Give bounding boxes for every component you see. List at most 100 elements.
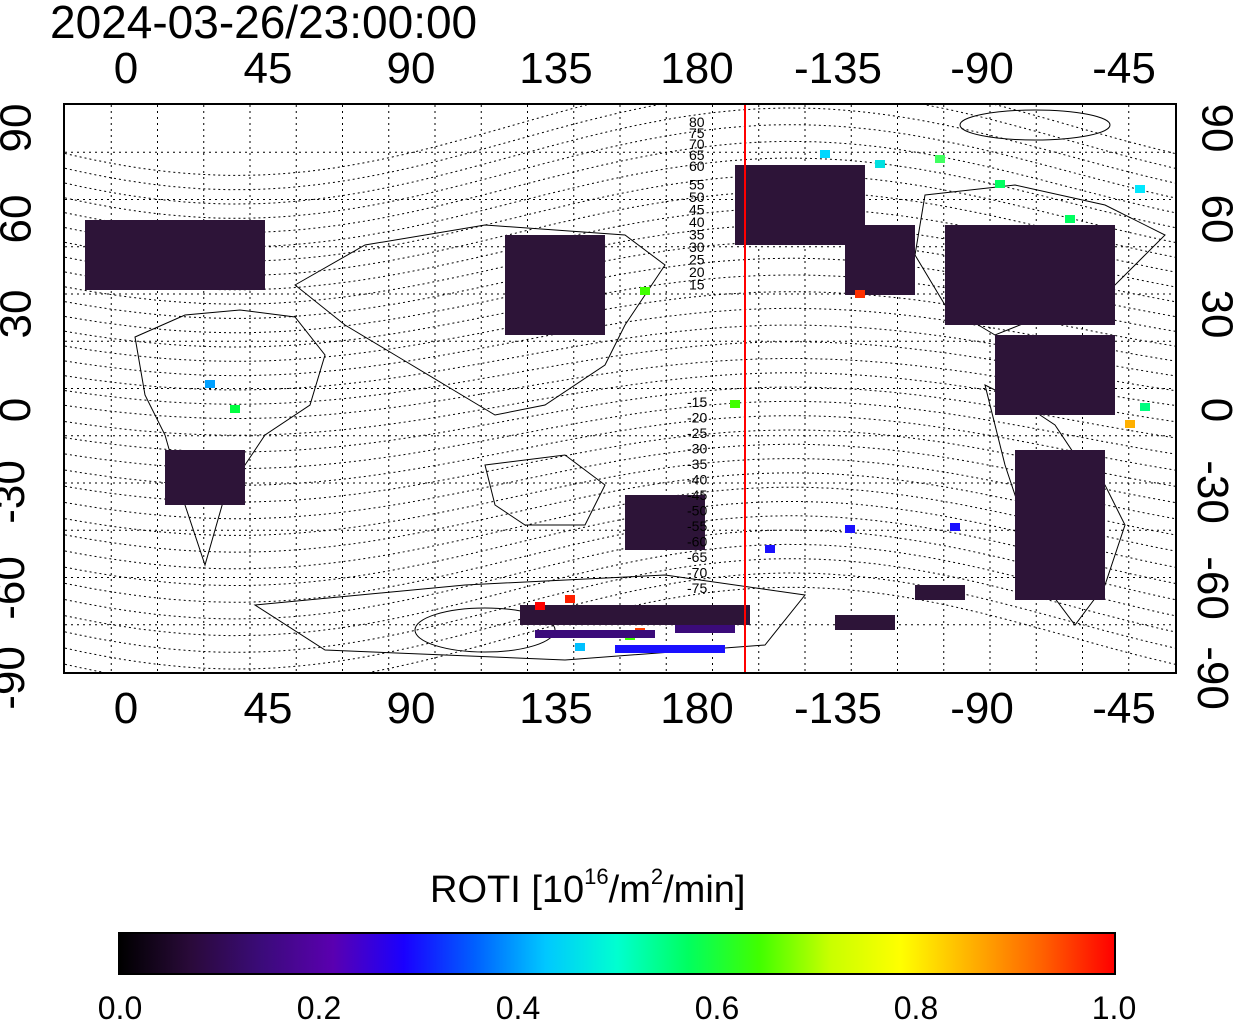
- top-x-tick: 135: [519, 44, 593, 93]
- colorbar-tick: 0.0: [97, 990, 143, 1026]
- contour-line: [65, 105, 1175, 176]
- right-y-tick: -30: [1187, 460, 1237, 524]
- contour-label: -35: [687, 456, 707, 472]
- roti-region: [625, 495, 705, 550]
- top-x-tick: 90: [386, 44, 436, 93]
- roti-spot: [565, 595, 575, 603]
- contour-label: 25: [689, 252, 705, 268]
- bottom-x-tick: 180: [660, 684, 734, 733]
- roti-spot: [1135, 185, 1145, 193]
- left-y-tick: -90: [0, 646, 34, 710]
- roti-region: [915, 585, 965, 600]
- colorbar-tick: 0.8: [893, 990, 939, 1026]
- right-y-tick: 60: [1192, 194, 1240, 244]
- colorbar-title-exp2: 2: [650, 864, 664, 889]
- roti-spot: [205, 380, 215, 388]
- colorbar: [118, 932, 1116, 975]
- contour-label: -25: [687, 425, 707, 441]
- contour-label: -60: [687, 534, 707, 550]
- roti-spot: [935, 155, 945, 163]
- roti-spot: [1065, 215, 1075, 223]
- roti-region: [85, 220, 265, 290]
- contour-label: -50: [687, 503, 707, 519]
- left-y-tick: -60: [0, 556, 34, 620]
- contour-label: 75: [689, 125, 705, 141]
- contour-line: [65, 274, 1175, 348]
- contour-label: 80: [689, 114, 705, 130]
- roti-spot: [950, 523, 960, 531]
- bottom-x-tick: 45: [243, 684, 293, 733]
- contour-label: -65: [687, 549, 707, 565]
- contour-line: [65, 458, 1175, 536]
- contour-label: -40: [687, 472, 707, 488]
- contour-line: [65, 324, 1175, 391]
- contour-line: [65, 291, 1175, 362]
- right-y-tick: -60: [1187, 556, 1237, 620]
- contour-line: [65, 529, 1175, 620]
- contour-line: [65, 515, 1175, 603]
- contour-label: -20: [687, 410, 707, 426]
- contour-line: [65, 307, 1175, 377]
- right-y-tick: -90: [1187, 646, 1237, 710]
- contour-label: 40: [689, 214, 705, 230]
- top-x-tick: 45: [243, 44, 293, 93]
- left-y-tick: -30: [0, 460, 34, 524]
- contour-label: 30: [689, 239, 705, 255]
- contour-line: [65, 486, 1175, 570]
- contour-label: -70: [687, 565, 707, 581]
- colorbar-tick: 0.2: [296, 990, 342, 1026]
- roti-data-patches: [85, 150, 1150, 653]
- colorbar-tick: 0.6: [694, 990, 740, 1026]
- roti-band: [675, 625, 735, 633]
- roti-spot: [1140, 403, 1150, 411]
- top-x-tick: -45: [1092, 44, 1156, 93]
- left-y-tick: 60: [0, 194, 41, 244]
- bottom-x-tick: -90: [950, 684, 1014, 733]
- roti-spot: [575, 643, 585, 651]
- contour-line: [65, 241, 1175, 319]
- contour-label: 20: [689, 264, 705, 280]
- top-x-tick: 0: [113, 44, 139, 93]
- roti-region: [505, 235, 605, 335]
- contour-label: 35: [689, 227, 705, 243]
- left-y-tick: 90: [0, 103, 41, 153]
- bottom-x-tick: -45: [1092, 684, 1156, 733]
- contour-line: [65, 341, 1175, 405]
- contour-line: [65, 586, 1175, 672]
- contour-label: -15: [687, 394, 707, 410]
- top-x-tick: -135: [793, 44, 883, 93]
- bottom-x-tick: 135: [519, 684, 593, 733]
- roti-band: [615, 645, 725, 653]
- contour-label: -30: [687, 441, 707, 457]
- right-y-tick: 30: [1192, 289, 1240, 339]
- right-y-tick: 90: [1192, 103, 1240, 153]
- contour-line: [65, 501, 1175, 586]
- contour-line: [65, 415, 1175, 486]
- roti-spot: [995, 180, 1005, 188]
- contour-line: [65, 107, 1175, 205]
- contour-line: [65, 443, 1175, 520]
- roti-region: [520, 605, 750, 625]
- top-x-tick: -90: [950, 44, 1014, 93]
- contour-line: [65, 224, 1175, 305]
- roti-spot: [535, 602, 545, 610]
- contour-label: 50: [689, 189, 705, 205]
- colorbar-tick: 1.0: [1091, 990, 1137, 1026]
- bottom-x-tick: 0: [113, 684, 139, 733]
- contour-label: 70: [689, 136, 705, 152]
- contour-line: [65, 358, 1175, 419]
- right-y-tick: 0: [1192, 397, 1240, 423]
- bottom-x-tick: -135: [793, 684, 883, 733]
- colorbar-title-mid: /m: [608, 869, 651, 911]
- top-x-tick: 180: [660, 44, 734, 93]
- contour-line: [65, 472, 1175, 553]
- roti-region: [945, 225, 1115, 325]
- contour-label: -45: [687, 487, 707, 503]
- roti-spot: [875, 160, 885, 168]
- contour-label: 60: [689, 158, 705, 174]
- bottom-x-tick: 90: [386, 684, 436, 733]
- contour-line: [65, 372, 1175, 436]
- colorbar-title-exp1: 16: [584, 864, 609, 889]
